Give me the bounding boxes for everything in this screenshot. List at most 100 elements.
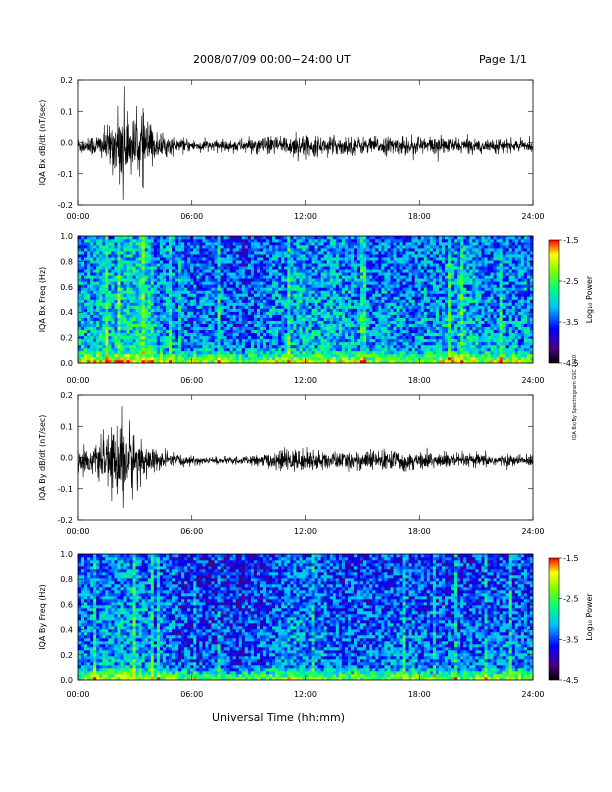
spectrogram-cell xyxy=(193,308,197,312)
spectrogram-cell xyxy=(235,359,240,364)
spectrogram-cell xyxy=(187,248,191,252)
spectrogram-cell xyxy=(332,266,337,270)
spectrogram-cell xyxy=(384,305,388,309)
spectrogram-cell xyxy=(429,353,434,358)
spectrogram-cell xyxy=(126,242,130,246)
spectrogram-cell xyxy=(299,353,303,358)
spectrogram-cell xyxy=(275,344,279,349)
spectrogram-cell xyxy=(408,239,412,243)
spectrogram-cell xyxy=(420,284,425,288)
spectrogram-cell xyxy=(360,281,364,285)
spectrogram-cell xyxy=(141,314,146,318)
spectrogram-cell xyxy=(123,356,127,361)
spectrogram-cell xyxy=(354,266,358,270)
spectrogram-cell xyxy=(184,254,188,258)
spectrogram-cell xyxy=(187,287,191,291)
spectrogram-cell xyxy=(159,326,164,331)
spectrogram-cell xyxy=(162,266,167,270)
spectrogram-cell xyxy=(135,320,139,324)
spectrogram-cell xyxy=(102,266,106,270)
spectrogram-cell xyxy=(141,296,146,300)
spectrogram-cell xyxy=(96,353,100,358)
spectrogram-cell xyxy=(108,278,112,282)
spectrogram-cell xyxy=(305,344,309,349)
spectrogram-cell xyxy=(338,272,343,276)
spectrogram-cell xyxy=(402,251,406,255)
spectrogram-cell xyxy=(250,317,255,321)
spectrogram-cell xyxy=(372,248,376,252)
spectrogram-cell xyxy=(150,338,155,343)
spectrogram-cell xyxy=(87,281,91,285)
spectrogram-cell xyxy=(220,308,224,312)
spectrogram-cell xyxy=(341,290,346,294)
spectrogram-cell xyxy=(150,332,155,337)
spectrogram-cell xyxy=(266,248,270,252)
spectrogram-cell xyxy=(260,257,264,261)
spectrogram-cell xyxy=(387,344,391,349)
spectrogram-cell xyxy=(366,332,370,337)
spectrogram-cell xyxy=(156,335,161,340)
spectrogram-cell xyxy=(263,287,267,291)
spectrogram-cell xyxy=(369,239,373,243)
spectrogram-cell xyxy=(187,299,191,303)
spectrogram-cell xyxy=(347,353,352,358)
spectrogram-cell xyxy=(411,254,415,258)
spectrogram-cell xyxy=(99,302,103,306)
spectrogram-cell xyxy=(193,356,197,361)
spectrogram-cell xyxy=(153,248,158,252)
spectrogram-cell xyxy=(229,356,233,361)
spectrogram-cell xyxy=(381,308,385,312)
spectrogram-cell xyxy=(132,242,136,246)
spectrogram-cell xyxy=(284,341,288,346)
spectrogram-cell xyxy=(117,260,121,264)
spectrogram-cell xyxy=(126,326,130,331)
spectrogram-cell xyxy=(284,257,288,261)
spectrogram-cell xyxy=(223,266,227,270)
spectrogram-cell xyxy=(102,284,106,288)
spectrogram-cell xyxy=(184,287,188,291)
spectrogram-cell xyxy=(426,272,431,276)
spectrogram-cell xyxy=(129,248,133,252)
spectrogram-cell xyxy=(390,353,394,358)
spectrogram-cell xyxy=(214,293,218,297)
spectrogram-cell xyxy=(232,269,237,273)
spectrogram-cell xyxy=(256,257,261,261)
spectrogram-cell xyxy=(93,314,97,318)
spectrogram-cell xyxy=(426,260,431,264)
spectrogram-cell xyxy=(87,350,91,355)
spectrogram-cell xyxy=(332,332,337,337)
spectrogram-cell xyxy=(150,242,155,246)
spectrogram-cell xyxy=(366,266,370,270)
spectrogram-cell xyxy=(344,296,349,300)
spectrogram-cell xyxy=(111,305,115,309)
spectrogram-cell xyxy=(372,266,376,270)
spectrogram-cell xyxy=(96,335,100,340)
spectrogram-cell xyxy=(181,344,185,349)
spectrogram-cell xyxy=(351,248,355,252)
spectrogram-cell xyxy=(202,308,206,312)
spectrogram-cell xyxy=(144,272,149,276)
spectrogram-cell xyxy=(317,272,321,276)
spectrogram-cell xyxy=(96,299,100,303)
spectrogram-cell xyxy=(269,278,273,282)
spectrogram-cell xyxy=(96,254,100,258)
spectrogram-cell xyxy=(378,347,382,352)
spectrogram-cell xyxy=(405,254,409,258)
spectrogram-cell xyxy=(429,281,434,285)
spectrogram-cell xyxy=(169,341,173,346)
spectrogram-cell xyxy=(326,311,331,315)
spectrogram-cell xyxy=(387,350,391,355)
spectrogram-cell xyxy=(214,272,218,276)
spectrogram-cell xyxy=(211,356,215,361)
spectrogram-cell xyxy=(417,245,422,249)
spectrogram-cell xyxy=(323,287,328,291)
spectrogram-cell xyxy=(187,272,191,276)
spectrogram-cell xyxy=(269,308,273,312)
spectrogram-cell xyxy=(93,311,97,315)
spectrogram-cell xyxy=(344,332,349,337)
spectrogram-cell xyxy=(102,263,106,267)
spectrogram-cell xyxy=(390,296,394,300)
spectrogram-cell xyxy=(299,338,303,343)
spectrogram-cell xyxy=(260,284,264,288)
spectrogram-cell xyxy=(253,332,258,337)
